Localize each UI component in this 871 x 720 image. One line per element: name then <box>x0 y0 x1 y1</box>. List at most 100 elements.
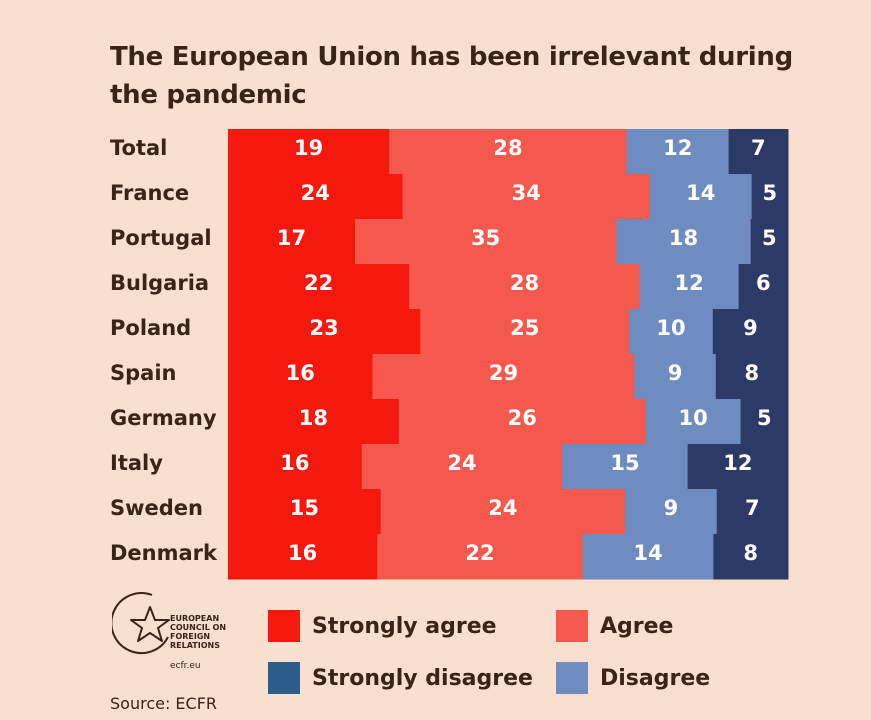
value-label-total-strongly-disagree: 7 <box>751 136 766 160</box>
bar-sweden-strongly-agree <box>228 489 382 535</box>
bar-portugal-strongly-disagree <box>750 219 789 265</box>
bar-sweden-strongly-disagree <box>716 489 789 535</box>
row-label-france: France <box>110 181 189 205</box>
bar-portugal-agree <box>354 219 617 265</box>
legend-label-strongly-disagree: Strongly disagree <box>312 665 533 691</box>
bar-sweden-disagree <box>625 489 718 535</box>
row-label-italy: Italy <box>110 451 163 475</box>
logo-url: ecfr.eu <box>170 661 201 671</box>
legend-item-strongly-agree: Strongly agree <box>268 610 497 642</box>
value-label-poland-disagree: 10 <box>656 316 685 340</box>
value-label-poland-strongly-agree: 23 <box>310 316 339 340</box>
ecfr-logo-icon <box>112 592 170 655</box>
value-label-germany-strongly-agree: 18 <box>299 406 328 430</box>
value-label-bulgaria-strongly-disagree: 6 <box>756 271 771 295</box>
bar-germany-strongly-agree <box>228 399 400 445</box>
bar-france-agree <box>402 174 651 220</box>
value-label-spain-agree: 29 <box>489 361 518 385</box>
value-label-bulgaria-strongly-agree: 22 <box>304 271 333 295</box>
legend-label-agree: Agree <box>600 613 674 639</box>
value-label-portugal-agree: 35 <box>471 226 500 250</box>
value-label-sweden-agree: 24 <box>488 496 517 520</box>
value-label-france-strongly-disagree: 5 <box>763 181 778 205</box>
bar-total-disagree <box>626 129 730 175</box>
legend-swatch-strongly-disagree <box>268 662 300 694</box>
value-label-france-strongly-agree: 24 <box>301 181 330 205</box>
value-label-italy-strongly-agree: 16 <box>280 451 309 475</box>
row-label-germany: Germany <box>110 406 217 430</box>
value-label-denmark-strongly-agree: 16 <box>288 541 317 565</box>
value-label-germany-agree: 26 <box>508 406 537 430</box>
row-label-total: Total <box>110 136 167 160</box>
bar-italy-strongly-agree <box>228 444 363 490</box>
value-label-denmark-agree: 22 <box>465 541 494 565</box>
bar-france-disagree <box>649 174 753 220</box>
bar-spain-strongly-disagree <box>715 354 789 400</box>
bar-total-agree <box>389 129 628 175</box>
bar-bulgaria-agree <box>409 264 641 310</box>
value-label-italy-strongly-disagree: 12 <box>723 451 752 475</box>
bar-bulgaria-strongly-agree <box>228 264 410 310</box>
row-label-bulgaria: Bulgaria <box>110 271 209 295</box>
bar-spain-agree <box>372 354 635 400</box>
logo-text: EUROPEAN COUNCIL ON FOREIGN RELATIONS <box>170 614 227 650</box>
legend-item-strongly-disagree: Strongly disagree <box>268 662 533 694</box>
value-label-poland-strongly-disagree: 9 <box>743 316 758 340</box>
value-label-sweden-strongly-disagree: 7 <box>745 496 760 520</box>
value-label-total-disagree: 12 <box>663 136 692 160</box>
bar-denmark-disagree <box>582 534 714 580</box>
value-label-portugal-strongly-disagree: 5 <box>762 226 777 250</box>
value-label-poland-agree: 25 <box>510 316 539 340</box>
value-label-france-disagree: 14 <box>686 181 715 205</box>
value-label-sweden-disagree: 9 <box>664 496 679 520</box>
bar-france-strongly-disagree <box>751 174 789 220</box>
bar-spain-strongly-agree <box>228 354 374 400</box>
bar-portugal-strongly-agree <box>228 219 356 265</box>
value-label-total-strongly-agree: 19 <box>294 136 323 160</box>
bar-poland-strongly-agree <box>228 309 421 355</box>
legend-item-agree: Agree <box>556 610 673 642</box>
legend-swatch-agree <box>556 610 588 642</box>
legend-label-disagree: Disagree <box>600 665 711 691</box>
bar-total-strongly-disagree <box>728 129 789 175</box>
value-label-italy-disagree: 15 <box>610 451 639 475</box>
bar-denmark-strongly-agree <box>228 534 378 580</box>
value-label-spain-strongly-agree: 16 <box>286 361 315 385</box>
bar-bulgaria-strongly-disagree <box>738 264 789 310</box>
value-label-portugal-disagree: 18 <box>669 226 698 250</box>
bar-italy-strongly-disagree <box>687 444 789 490</box>
bar-germany-disagree <box>645 399 742 445</box>
stacked-bar-chart: Total 19 28 12 7 France 24 34 14 5 Portugal 17 35 18 5… <box>110 129 789 580</box>
value-label-germany-strongly-disagree: 5 <box>757 406 772 430</box>
bar-sweden-agree <box>380 489 626 535</box>
value-label-spain-disagree: 9 <box>668 361 683 385</box>
value-label-bulgaria-agree: 28 <box>510 271 539 295</box>
bar-poland-strongly-disagree <box>712 309 789 355</box>
value-label-germany-disagree: 10 <box>678 406 707 430</box>
row-label-sweden: Sweden <box>110 496 203 520</box>
source-note: Source: ECFR <box>110 694 218 713</box>
row-label-denmark: Denmark <box>110 541 218 565</box>
bar-portugal-disagree <box>616 219 752 265</box>
value-label-denmark-disagree: 14 <box>633 541 662 565</box>
chart-title: The European Union has been irrelevant d… <box>110 42 793 110</box>
bar-poland-agree <box>420 309 630 355</box>
legend-item-disagree: Disagree <box>556 662 710 694</box>
value-label-france-agree: 34 <box>512 181 541 205</box>
legend-swatch-strongly-agree <box>268 610 300 642</box>
bar-denmark-agree <box>377 534 584 580</box>
bar-total-strongly-agree <box>228 129 390 175</box>
bar-bulgaria-disagree <box>639 264 740 310</box>
bar-denmark-strongly-disagree <box>713 534 789 580</box>
legend-swatch-disagree <box>556 662 588 694</box>
row-label-poland: Poland <box>110 316 191 340</box>
legend-label-strongly-agree: Strongly agree <box>312 613 497 639</box>
row-label-portugal: Portugal <box>110 226 212 250</box>
bar-germany-strongly-disagree <box>740 399 789 445</box>
bar-italy-agree <box>361 444 563 490</box>
bar-poland-disagree <box>629 309 714 355</box>
value-label-denmark-strongly-disagree: 8 <box>743 541 758 565</box>
value-label-bulgaria-disagree: 12 <box>675 271 704 295</box>
value-label-sweden-strongly-agree: 15 <box>290 496 319 520</box>
bar-italy-disagree <box>562 444 689 490</box>
